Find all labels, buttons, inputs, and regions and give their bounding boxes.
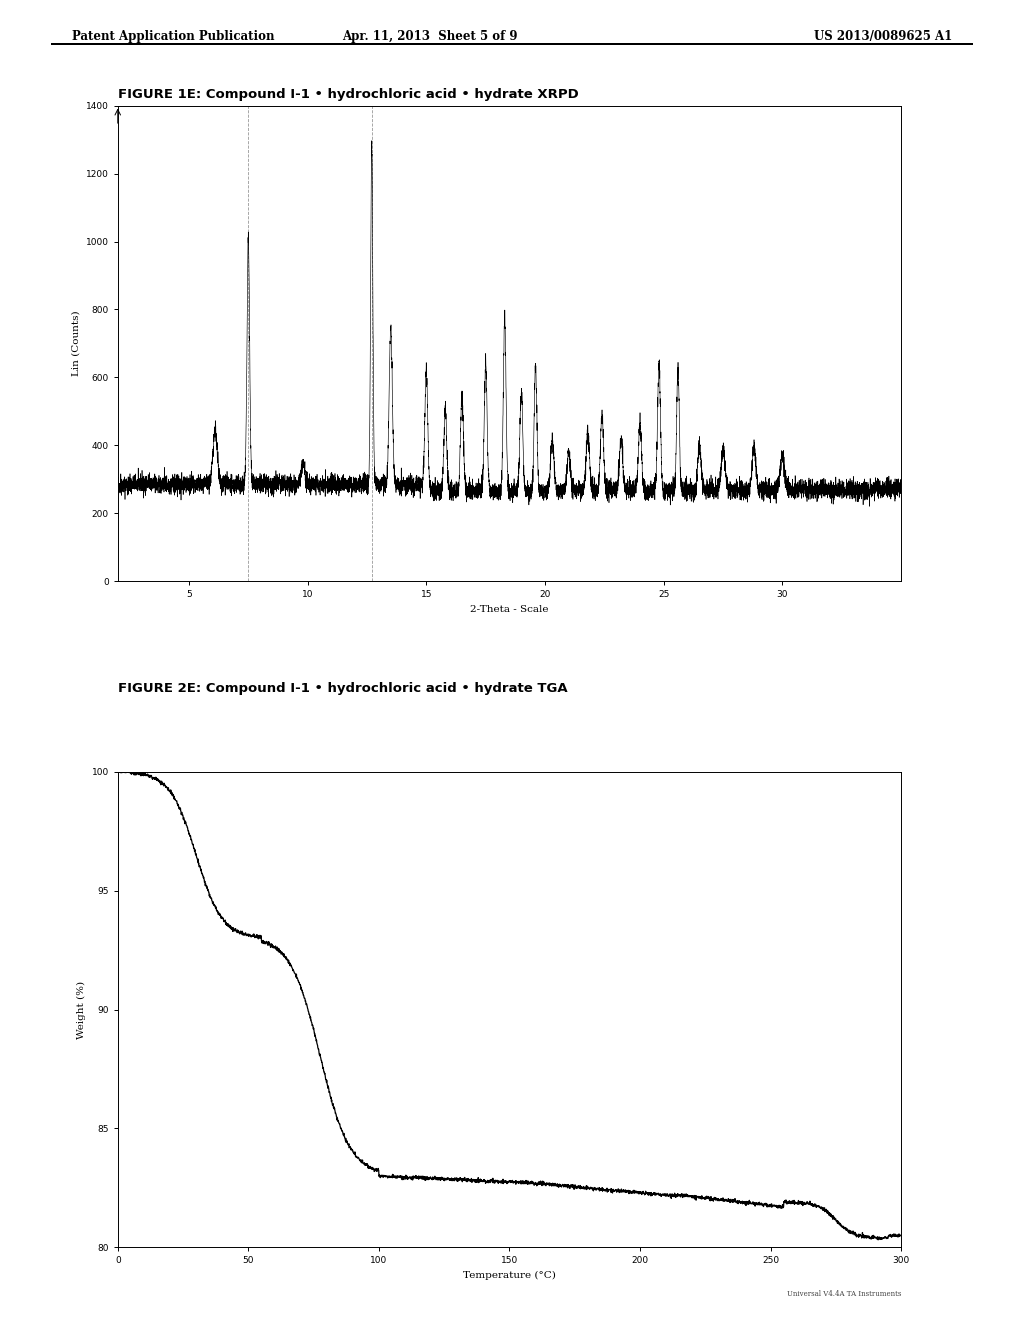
Text: Patent Application Publication: Patent Application Publication: [72, 30, 274, 44]
Text: US 2013/0089625 A1: US 2013/0089625 A1: [814, 30, 952, 44]
Y-axis label: Weight (%): Weight (%): [77, 981, 86, 1039]
X-axis label: 2-Theta - Scale: 2-Theta - Scale: [470, 605, 549, 614]
Y-axis label: Lin (Counts): Lin (Counts): [72, 310, 80, 376]
Text: Apr. 11, 2013  Sheet 5 of 9: Apr. 11, 2013 Sheet 5 of 9: [342, 30, 518, 44]
X-axis label: Temperature (°C): Temperature (°C): [463, 1271, 556, 1280]
Text: FIGURE 2E: Compound I-1 • hydrochloric acid • hydrate TGA: FIGURE 2E: Compound I-1 • hydrochloric a…: [118, 682, 567, 696]
Text: Universal V4.4A TA Instruments: Universal V4.4A TA Instruments: [786, 1290, 901, 1298]
Text: FIGURE 1E: Compound I-1 • hydrochloric acid • hydrate XRPD: FIGURE 1E: Compound I-1 • hydrochloric a…: [118, 88, 579, 102]
